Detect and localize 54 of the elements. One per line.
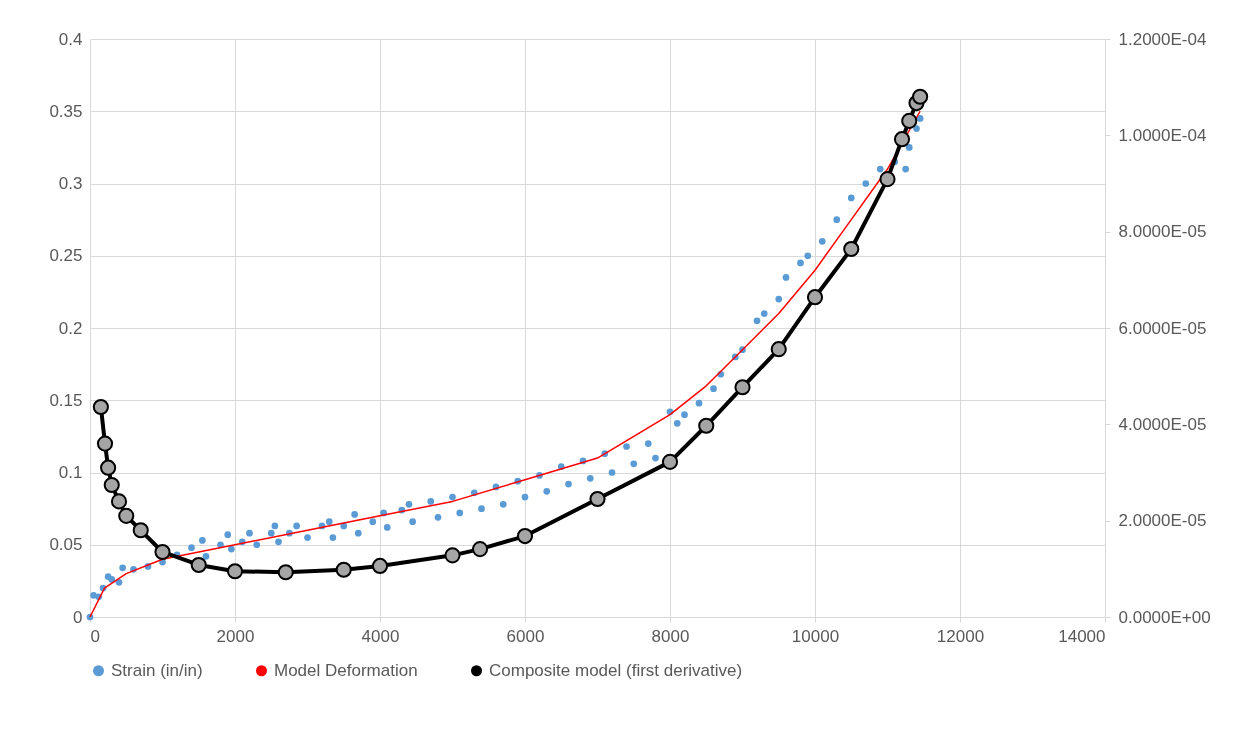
point [92,398,109,416]
point [516,528,534,545]
y2-tick-label: 8.0000E-05 [1118,222,1207,242]
x-tick-label: 6000 [506,626,545,646]
point [901,112,918,129]
y-tick-label: 0.2 [58,318,83,338]
x-tick-label: 14000 [1058,626,1106,646]
y2-tick-label: 2.0000E-05 [1118,511,1207,531]
y-tick-label: 0.35 [49,101,83,121]
point [103,476,120,494]
legend-label: Composite model (first derivative) [489,660,743,680]
point [879,171,896,188]
x-tick-label: 10000 [791,626,840,646]
x-tick-label: 12000 [936,626,985,646]
point [226,563,244,580]
point [843,240,860,258]
y-tick-label: 0 [73,607,83,627]
point [698,417,715,434]
point [118,507,135,524]
point [371,557,389,574]
y-tick-label: 0.3 [58,174,83,193]
point [589,490,606,508]
y2-tick-label: 6.0000E-05 [1118,318,1207,338]
x-tick-label: 2000 [216,626,255,646]
y-tick-label: 0.1 [58,463,83,482]
y-tick-label: 0.05 [49,535,83,555]
legend-label: Strain (in/in) [111,660,203,680]
x-tick-label: 0 [90,626,100,646]
legend-label: Model Deformation [274,660,418,680]
point [444,547,461,564]
y2-tick-label: 0.0000E+00 [1118,607,1211,627]
point [154,543,171,561]
point [912,88,929,105]
y-tick-label: 0.15 [49,390,83,410]
point [110,493,128,510]
point [770,341,787,358]
y2-tick-label: 1.2000E-04 [1118,29,1207,49]
point [806,289,824,306]
point [661,453,679,470]
point [734,379,751,396]
point [132,522,149,539]
point [471,541,489,558]
point [335,561,352,578]
y-tick-label: 0.25 [49,246,83,266]
y2-tick-label: 4.0000E-05 [1118,414,1207,434]
point [277,564,294,581]
point [893,131,911,148]
x-tick-label: 8000 [651,626,690,646]
point [190,556,207,574]
y2-tick-label: 1.0000E-04 [1118,125,1207,145]
x-tick-label: 4000 [361,626,400,646]
y-tick-label: 0.4 [58,29,83,49]
point [96,435,114,452]
point [100,459,117,476]
